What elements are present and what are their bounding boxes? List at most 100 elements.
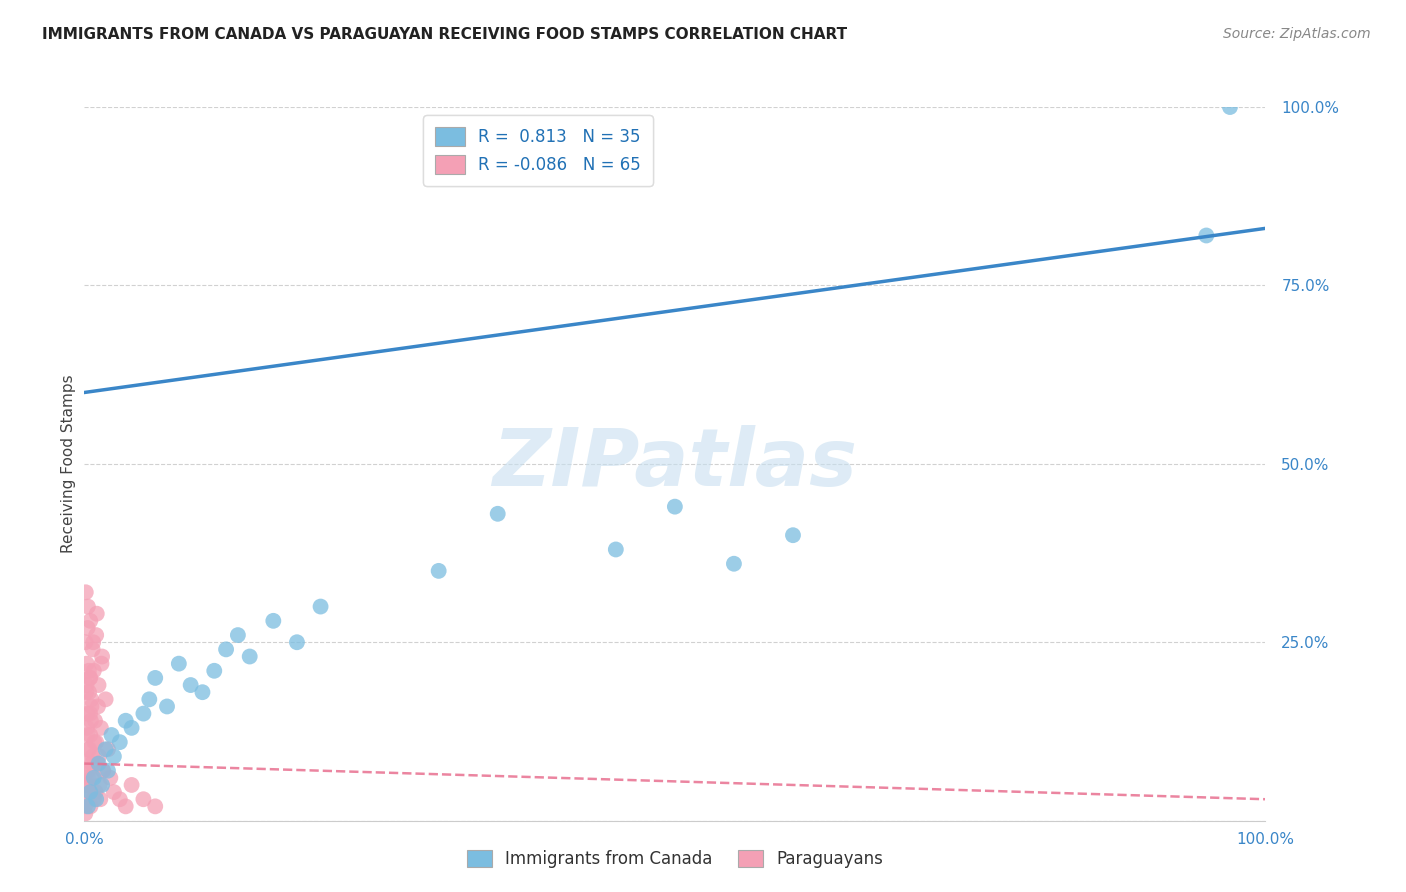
Point (180, 678, 202, 692)
Point (82, 635, 104, 649)
Point (94, 692, 117, 706)
Point (114, 714, 136, 728)
Point (239, 649, 262, 664)
Point (79, 742, 101, 756)
Point (83, 735, 105, 749)
Point (77, 599, 100, 614)
Point (83, 792, 105, 806)
Point (77, 799, 100, 814)
Point (77, 742, 100, 756)
Point (76, 706, 98, 721)
Point (91, 778, 114, 792)
Point (97, 742, 120, 756)
Point (143, 671, 166, 685)
Y-axis label: Receiving Food Stamps: Receiving Food Stamps (60, 375, 76, 553)
Text: IMMIGRANTS FROM CANADA VS PARAGUAYAN RECEIVING FOOD STAMPS CORRELATION CHART: IMMIGRANTS FROM CANADA VS PARAGUAYAN REC… (42, 27, 848, 42)
Point (83, 771, 105, 785)
Point (77, 685, 100, 699)
Point (79, 671, 101, 685)
Point (108, 735, 131, 749)
Point (1219, 100, 1241, 114)
Point (103, 785, 125, 799)
Point (91, 764, 114, 778)
Point (664, 500, 686, 514)
Point (77, 771, 100, 785)
Point (76, 792, 98, 806)
Point (91, 649, 114, 664)
Point (143, 799, 166, 814)
Point (86, 607, 108, 621)
Point (80, 714, 103, 728)
Point (76, 621, 98, 635)
Point (91, 764, 114, 778)
Point (108, 792, 131, 806)
Point (215, 642, 238, 657)
Point (75, 585, 97, 599)
Point (156, 699, 179, 714)
Point (84, 792, 107, 806)
Point (486, 507, 509, 521)
Point (76, 678, 98, 692)
Point (132, 706, 155, 721)
Point (114, 799, 136, 814)
Point (84, 735, 107, 749)
Point (79, 614, 101, 628)
Point (73, 799, 96, 814)
Point (87, 678, 110, 692)
Point (80, 692, 103, 706)
Point (76, 728, 98, 742)
Point (226, 628, 249, 642)
Point (79, 785, 101, 799)
Point (167, 657, 190, 671)
Point (84, 785, 107, 799)
Point (1195, 228, 1218, 243)
Point (87, 699, 110, 714)
Point (285, 635, 308, 649)
Point (87, 756, 110, 771)
Point (76, 721, 98, 735)
Point (77, 785, 100, 799)
Point (82, 749, 104, 764)
Point (90, 657, 112, 671)
Point (132, 792, 155, 806)
Point (262, 614, 284, 628)
Point (79, 799, 101, 814)
Point (309, 599, 332, 614)
Point (79, 671, 101, 685)
Point (77, 764, 100, 778)
Text: ZIPatlas: ZIPatlas (492, 425, 858, 503)
Point (80, 771, 103, 785)
Point (94, 742, 117, 756)
Point (97, 764, 120, 778)
Point (76, 657, 98, 671)
Point (89, 792, 111, 806)
Point (83, 664, 105, 678)
Point (80, 756, 103, 771)
Legend: R =  0.813   N = 35, R = -0.086   N = 65: R = 0.813 N = 35, R = -0.086 N = 65 (423, 115, 652, 186)
Point (84, 714, 107, 728)
Point (121, 778, 143, 792)
Point (80, 699, 103, 714)
Point (191, 685, 214, 699)
Point (75, 778, 97, 792)
Point (77, 778, 100, 792)
Point (89, 778, 111, 792)
Point (86, 756, 108, 771)
Point (79, 728, 101, 742)
Point (782, 528, 804, 542)
Point (75, 685, 97, 699)
Point (87, 749, 111, 764)
Point (98, 771, 121, 785)
Point (84, 628, 107, 642)
Text: Source: ZipAtlas.com: Source: ZipAtlas.com (1223, 27, 1371, 41)
Point (75, 635, 97, 649)
Point (79, 706, 101, 721)
Point (90, 721, 112, 735)
Point (723, 557, 745, 571)
Point (75, 756, 97, 771)
Point (75, 806, 97, 821)
Point (100, 728, 122, 742)
Point (82, 642, 104, 657)
Point (138, 692, 160, 706)
Point (121, 721, 143, 735)
